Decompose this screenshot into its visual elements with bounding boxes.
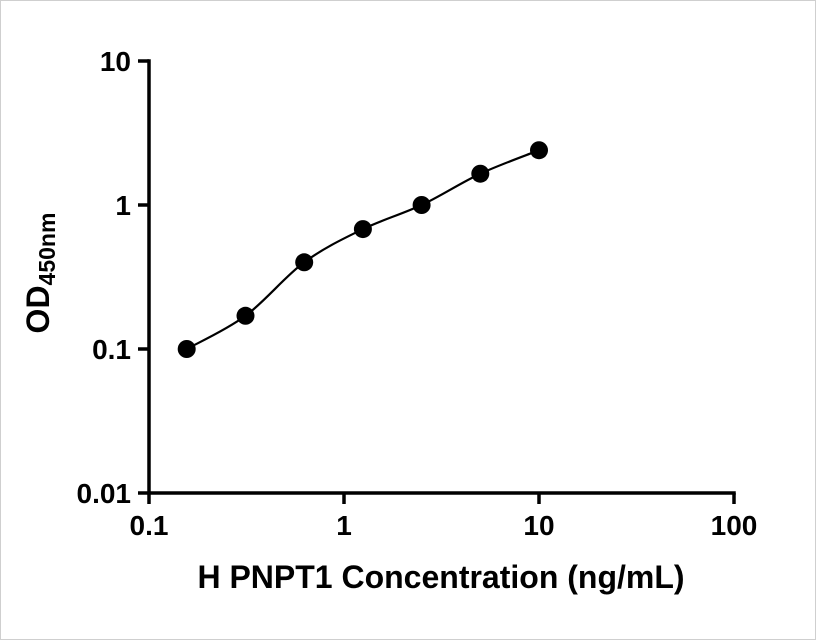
data-point: [412, 196, 431, 214]
data-point: [236, 306, 255, 325]
y-axis-title-subscript: 450nm: [34, 213, 60, 286]
x-tick-label: 100: [711, 510, 758, 541]
x-axis-title: H PNPT1 Concentration (ng/mL): [197, 559, 684, 595]
x-tick-label: 0.1: [130, 510, 169, 541]
data-point: [530, 141, 548, 160]
y-axis-title-main: OD: [20, 285, 56, 333]
y-tick-label: 1: [115, 190, 131, 221]
x-tick-label: 10: [523, 510, 554, 541]
x-tick-label: 1: [336, 510, 352, 541]
y-tick-label: 0.01: [77, 478, 132, 509]
axes-line: [147, 59, 736, 495]
data-point: [353, 220, 372, 239]
data-point: [471, 164, 490, 183]
y-axis-title: OD450nm: [20, 213, 60, 334]
y-tick-label: 10: [100, 46, 131, 77]
data-point: [295, 253, 314, 272]
data-point: [177, 340, 196, 358]
y-tick-label: 0.1: [92, 334, 131, 365]
